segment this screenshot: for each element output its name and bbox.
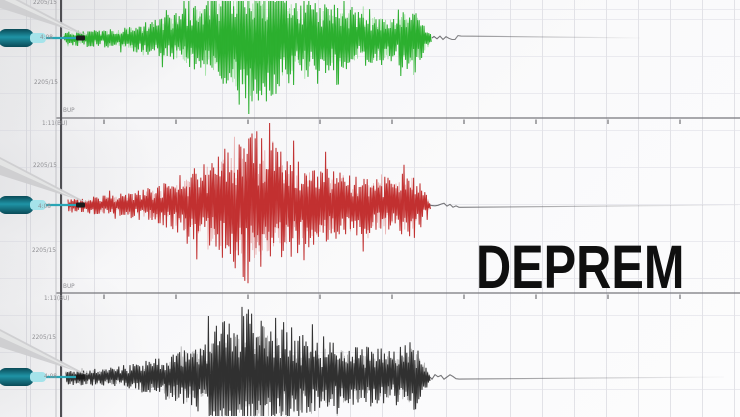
pen-collar	[30, 372, 46, 382]
headline-deprem: DEPREM	[476, 232, 685, 302]
trace-waveform	[63, 0, 432, 115]
seismogram-trace-channel-2-red	[67, 122, 739, 284]
seismogram-trace-channel-3-black	[65, 306, 725, 417]
station-label-date: 2205/15	[32, 247, 56, 254]
seismogram-trace-channel-1-green	[63, 0, 641, 115]
station-label-time: 4:08	[40, 34, 53, 41]
trace-quiet-tail	[429, 373, 725, 381]
station-label-bup: BUP	[63, 283, 75, 290]
band-separators	[56, 117, 740, 299]
pen-tip	[76, 374, 85, 380]
station-label-date: 2205/15	[32, 334, 56, 341]
pen-arm	[0, 329, 88, 375]
trace-quiet-tail	[431, 35, 641, 41]
pen-body	[0, 29, 34, 47]
station-label-marker: 1:11(BU)	[44, 295, 70, 302]
seismograph-pen	[0, 0, 88, 47]
seismograph-pen	[0, 329, 88, 386]
pen-tip	[76, 202, 85, 208]
pen-collar	[30, 200, 46, 210]
station-label-date: 2205/15	[33, 162, 57, 169]
station-label-bup: BUP	[63, 107, 75, 114]
station-label-date: 2205/15	[34, 79, 58, 86]
pen-body	[0, 368, 34, 386]
pen-arm-highlight	[0, 331, 82, 374]
station-label-time: 4:08	[38, 203, 51, 210]
pen-body	[0, 196, 34, 214]
seismograph-pen	[0, 157, 88, 214]
pen-arm	[0, 157, 88, 203]
pen-arm-highlight	[0, 159, 82, 202]
station-label-date: 2205/15	[33, 0, 57, 6]
station-label-marker: 1:11(BU)	[42, 120, 68, 127]
station-label-time: 4:08	[44, 373, 57, 380]
pen-arm-highlight	[4, 0, 82, 35]
pen-tip	[76, 35, 85, 41]
trace-quiet-tail	[429, 202, 739, 208]
pen-collar	[30, 33, 46, 43]
trace-waveform	[67, 122, 431, 284]
trace-waveform	[65, 306, 431, 417]
